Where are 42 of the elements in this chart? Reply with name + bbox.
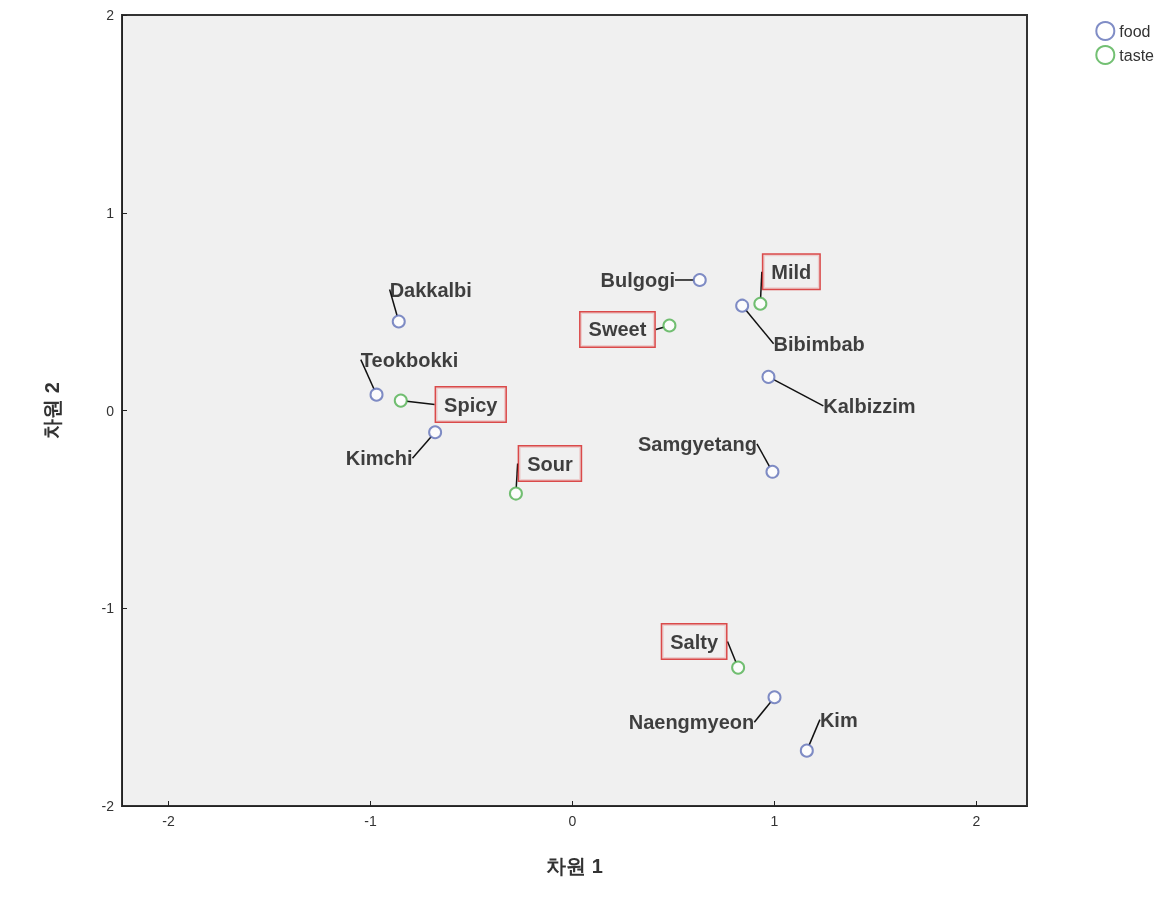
annotation: Naengmyeon [628, 711, 755, 734]
point [753, 296, 768, 311]
x-tick-label: 0 [568, 813, 577, 829]
point [508, 486, 523, 501]
x-tick-label: -2 [162, 813, 175, 829]
x-axis-title: 차원 1 [546, 855, 603, 877]
annotation: Salty [670, 630, 719, 653]
x-tick-label: 1 [770, 813, 779, 829]
point [735, 298, 750, 313]
legend-label: taste [1119, 46, 1155, 64]
annotation: Sour [527, 452, 573, 475]
y-tick-label: 1 [106, 204, 115, 221]
y-tick-label: -1 [101, 600, 115, 617]
point [393, 393, 408, 408]
legend-label: food [1119, 22, 1151, 40]
annotation: Dakkalbi [389, 278, 472, 301]
point [765, 464, 780, 479]
annotation: Teokbokki [360, 348, 459, 371]
point [662, 318, 677, 333]
point [428, 425, 443, 440]
annotation: Kalbizzim [823, 394, 916, 417]
y-tick-label: 2 [106, 7, 115, 23]
y-tick-label: -2 [101, 798, 115, 814]
point [692, 272, 707, 287]
annotation: Sweet [588, 318, 647, 341]
point [799, 743, 814, 758]
point [731, 660, 746, 675]
x-tick-label: -1 [364, 813, 377, 829]
point [391, 314, 406, 329]
y-tick-label: 0 [106, 402, 115, 419]
point [767, 690, 782, 705]
annotation: Kim [819, 708, 858, 731]
y-axis-title: 차원 2 [41, 382, 63, 439]
point [761, 369, 776, 384]
annotation: Spicy [444, 393, 499, 416]
annotation: Kimchi [345, 447, 413, 470]
annotation: Mild [771, 260, 812, 283]
x-tick-label: 2 [972, 813, 981, 829]
annotation: Bibimbab [773, 332, 865, 355]
annotation: Bulgogi [600, 268, 675, 291]
annotation: Samgyetang [638, 432, 757, 455]
point [369, 387, 384, 402]
